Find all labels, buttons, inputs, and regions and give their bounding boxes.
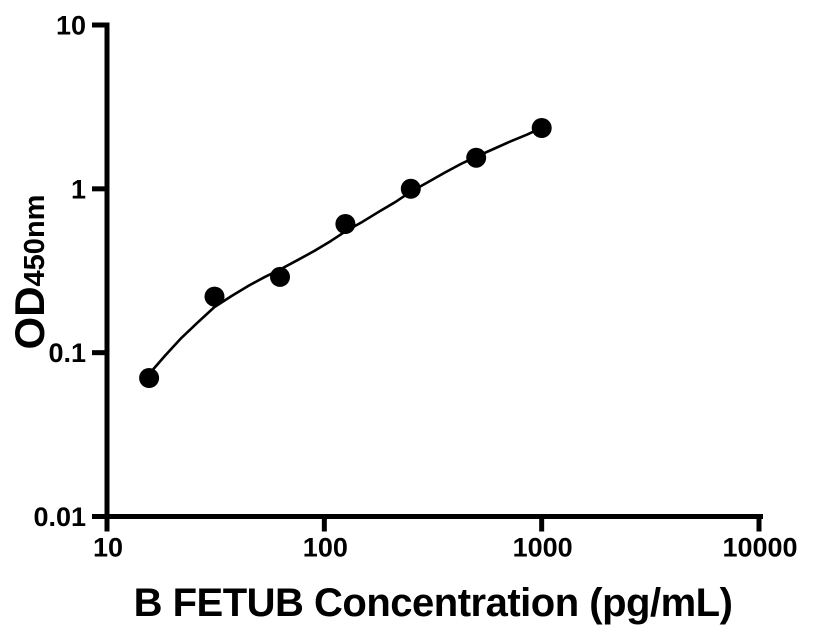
y-tick-label: 0.01 (33, 502, 86, 532)
data-point (335, 214, 356, 234)
y-axis-title: OD450nm (6, 194, 53, 350)
data-point (270, 266, 290, 287)
data-point (400, 178, 421, 199)
x-tick-label: 1000 (513, 533, 573, 563)
y-tick-label: 0.1 (48, 338, 86, 368)
x-axis-title: B FETUB Concentration (pg/mL) (133, 581, 733, 625)
data-point (139, 368, 160, 388)
data-point (204, 286, 225, 307)
axis-spines (104, 22, 763, 519)
data-point (531, 118, 552, 138)
x-tick-label: 100 (303, 533, 348, 563)
x-tick-label: 10 (93, 533, 123, 563)
data-point (466, 147, 487, 168)
y-axis-title-main: OD (6, 286, 53, 350)
y-tick-label: 1 (71, 174, 86, 204)
x-tick-label: 10000 (722, 533, 797, 563)
y-axis-title-sub: 450nm (19, 194, 51, 287)
y-tick-label: 10 (56, 11, 86, 41)
